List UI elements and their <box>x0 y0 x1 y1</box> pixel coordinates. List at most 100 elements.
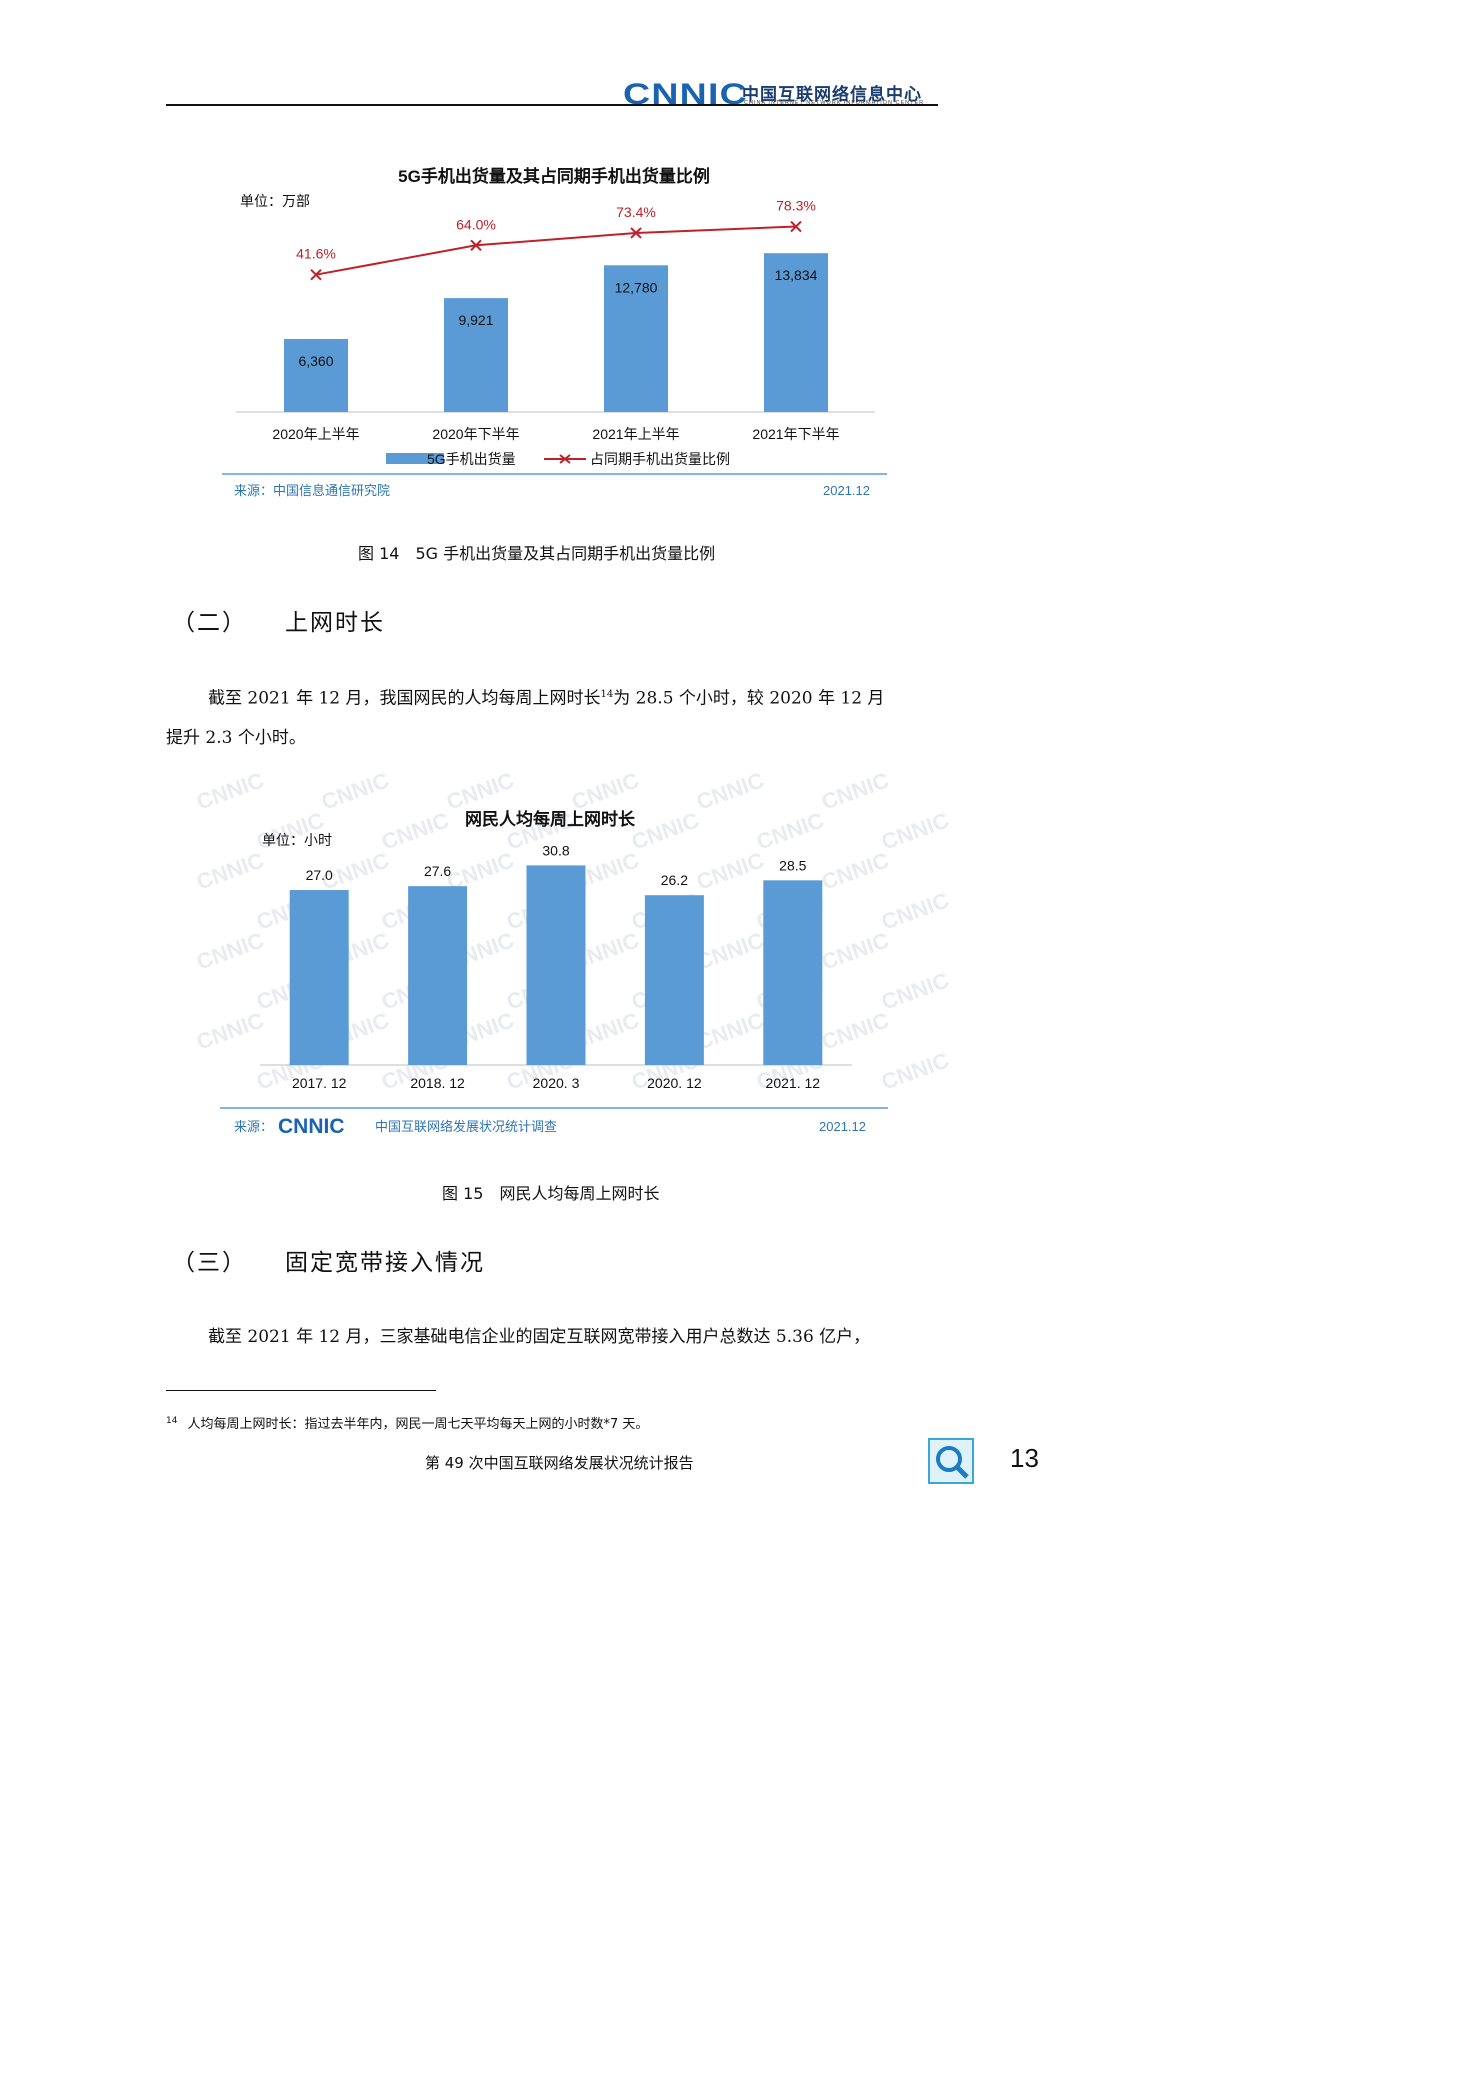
chart-5g-svg: 5G手机出货量及其占同期手机出货量比例 单位：万部 6,360 2020年上半年 9… <box>222 166 887 498</box>
bar-value-label: 30.8 <box>542 842 569 858</box>
ratio-value-label: 41.6% <box>296 246 336 262</box>
watermark-text: CNNIC <box>878 967 952 1014</box>
watermark-text: CNNIC <box>818 1007 892 1054</box>
watermark-text: CNNIC <box>818 847 892 894</box>
watermark-text: CNNIC <box>443 767 517 814</box>
legend-line-label: 占同期手机出货量比例 <box>590 451 730 467</box>
x-tick-label: 2021年下半年 <box>752 426 839 442</box>
x-tick-label: 2018. 12 <box>410 1075 465 1091</box>
chart-unit-label: 单位：万部 <box>240 193 310 209</box>
watermark-text: CNNIC <box>818 767 892 814</box>
x-tick-label: 2020年下半年 <box>432 426 519 442</box>
ratio-marker <box>470 239 482 252</box>
page-number: 13 <box>1010 1443 1039 1473</box>
footnote: 14 人均每周上网时长：指过去半年内，网民一周七天平均每天上网的小时数*7 天。 <box>166 1413 648 1432</box>
paragraph-text: 截至 2021 年 12 月，我国网民的人均每周上网时长 <box>208 688 601 709</box>
watermark-text: CNNIC <box>568 767 642 814</box>
section-number: （二） <box>172 610 247 636</box>
ratio-value-label: 73.4% <box>616 204 656 220</box>
bar <box>764 253 828 412</box>
watermark-text: CNNIC <box>753 807 827 854</box>
chart-weekly-hours: CNNIC CNNIC CNNIC CNNIC CNNIC CNNIC CNNIC CNNIC… <box>193 767 952 1140</box>
header-org-name: 中国互联网络信息中心 <box>742 85 922 105</box>
ratio-value-label: 64.0% <box>456 216 496 232</box>
bar-value-label: 27.6 <box>424 863 451 879</box>
header-rule <box>166 104 938 106</box>
watermark-text: CNNIC <box>878 887 952 934</box>
bar <box>644 895 704 1065</box>
watermark-text: CNNIC <box>628 807 702 854</box>
chart-source: 来源：中国信息通信研究院 <box>234 483 390 498</box>
bar-value-label: 27.0 <box>306 867 333 883</box>
footnote-ref[interactable]: 14 <box>600 689 614 700</box>
source-prefix: 来源： <box>234 1119 273 1134</box>
x-tick-label: 2020. 3 <box>533 1075 580 1091</box>
footnote-text: 人均每周上网时长：指过去半年内，网民一周七天平均每天上网的小时数*7 天。 <box>187 1417 649 1432</box>
figure-caption-14: 图 14 5G 手机出货量及其占同期手机出货量比例 <box>358 544 716 563</box>
x-tick-label: 2020年上半年 <box>272 426 359 442</box>
bar-value-label: 28.5 <box>779 857 806 873</box>
bar-value-label: 13,834 <box>775 267 818 283</box>
bar <box>526 865 586 1065</box>
watermark-text: CNNIC <box>318 767 392 814</box>
ratio-value-label: 78.3% <box>776 198 816 214</box>
ratio-marker <box>310 268 322 281</box>
watermark-text: CNNIC <box>693 927 767 974</box>
chart-title: 网民人均每周上网时长 <box>465 809 636 829</box>
paragraph-text: 为 28.5 个小时，较 2020 年 12 月 <box>613 688 885 709</box>
bar-value-label: 6,360 <box>298 353 333 369</box>
x-tick-label: 2021年上半年 <box>592 426 679 442</box>
section-title: 固定宽带接入情况 <box>285 1250 485 1276</box>
section-number: （三） <box>172 1250 247 1276</box>
chart-unit-label: 单位：小时 <box>262 832 332 848</box>
bar <box>289 890 349 1065</box>
bar <box>284 338 348 412</box>
chart-date: 2021.12 <box>819 1119 866 1134</box>
magnifier-logo-icon <box>928 1438 974 1484</box>
watermark-text: CNNIC <box>818 927 892 974</box>
bar-value-label: 12,780 <box>615 279 658 295</box>
paragraph-continuation: 提升 2.3 个小时。 <box>166 728 306 748</box>
watermark-text: CNNIC <box>193 767 267 814</box>
legend-line-marker <box>559 454 571 464</box>
ratio-line <box>315 225 797 276</box>
bar <box>408 886 468 1065</box>
legend-bar-label: 5G手机出货量 <box>427 451 516 467</box>
cnnic-logo: CNNIC <box>623 78 748 111</box>
x-tick-label: 2020. 12 <box>647 1075 702 1091</box>
source-cnnic-logo: CNNIC <box>278 1115 345 1138</box>
footer-report-title: 第 49 次中国互联网络发展状况统计报告 <box>425 1454 694 1472</box>
watermark-text: CNNIC <box>878 1047 952 1094</box>
watermark-text: CNNIC <box>878 807 952 854</box>
bar <box>444 298 508 412</box>
bar <box>604 265 668 412</box>
footnote-number: 14 <box>166 1415 178 1426</box>
chart-date: 2021.12 <box>823 483 870 498</box>
bar <box>763 880 823 1065</box>
paragraph: 截至 2021 年 12 月，三家基础电信企业的固定互联网宽带接入用户总数达 5… <box>208 1327 871 1347</box>
watermark-text: CNNIC <box>193 1007 267 1054</box>
bar-value-label: 26.2 <box>661 872 688 888</box>
legend-bar-swatch <box>386 453 444 464</box>
watermark-text: CNNIC <box>693 847 767 894</box>
chart-source: 中国互联网络发展状况统计调查 <box>375 1119 557 1134</box>
watermark-text: CNNIC <box>193 847 267 894</box>
chart-5g-shipments: 5G手机出货量及其占同期手机出货量比例 单位：万部 6,360 2020年上半年 9… <box>222 150 887 510</box>
watermark-text: CNNIC <box>693 767 767 814</box>
ratio-marker <box>790 220 802 233</box>
bar-value-label: 9,921 <box>458 312 493 328</box>
x-tick-label: 2017. 12 <box>292 1075 347 1091</box>
section-title: 上网时长 <box>285 610 385 636</box>
watermark-text: CNNIC <box>693 1007 767 1054</box>
paragraph: 截至 2021 年 12 月，我国网民的人均每周上网时长14为 28.5 个小时… <box>208 676 884 718</box>
footnote-rule <box>166 1390 436 1391</box>
chart-title: 5G手机出货量及其占同期手机出货量比例 <box>398 166 710 186</box>
header-org-name-en: CHINA INTERNET NETWORK INFORMATION CENTE… <box>744 100 925 106</box>
watermark-text: CNNIC <box>193 927 267 974</box>
legend: 5G手机出货量 占同期手机出货量比例 <box>386 451 730 467</box>
figure-caption-15: 图 15 网民人均每周上网时长 <box>442 1184 660 1203</box>
x-tick-label: 2021. 12 <box>766 1075 821 1091</box>
ratio-marker <box>630 227 642 239</box>
watermark-text: CNNIC <box>378 807 452 854</box>
